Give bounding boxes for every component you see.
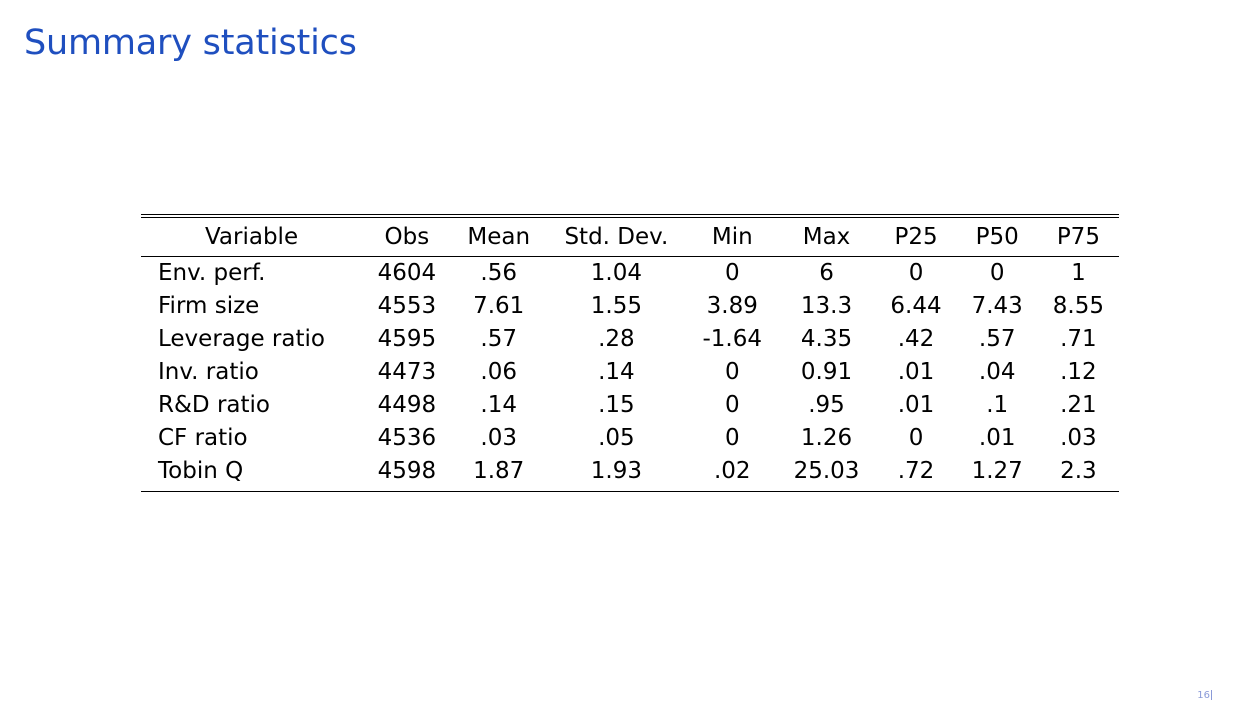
cell-mean: .06 — [480, 359, 517, 385]
cell-p25: .42 — [897, 326, 935, 352]
cell-max: 4.35 — [800, 326, 853, 352]
cell-std-dev: .15 — [598, 392, 635, 418]
cell-mean: .56 — [480, 260, 517, 286]
cell-min: .02 — [686, 455, 778, 492]
table-row: Tobin Q 4598 1.87 1.93.02 25.03.72 1.27 2.3 — [141, 455, 1119, 492]
cell-p25: 6.44 — [890, 293, 942, 319]
cell-variable: Tobin Q — [141, 455, 363, 492]
cell-obs: 4595 — [377, 326, 437, 352]
table-row: CF ratio 4536 .03 .05 0 1.26 0 .01 .03 — [141, 422, 1119, 455]
cell-p50: 0 — [989, 260, 1005, 286]
page-number-text: 16 — [1197, 690, 1210, 701]
page-number-divider — [1211, 690, 1212, 700]
cell-p75: .03 — [1060, 425, 1097, 451]
header-min: Min — [686, 216, 778, 257]
table-row: Leverage ratio 4595 .57 .28 -1.64 4.35 .42 .57.… — [141, 323, 1119, 356]
cell-min: 0 — [724, 425, 740, 451]
cell-obs: 4604 — [377, 260, 437, 286]
table-row: R&D ratio 4498 .14 .15 0 .95 .01 .1 .21 — [141, 389, 1119, 422]
table-row: Env. perf. 4604 .56 1.04 0 6 0 0 1 — [141, 257, 1119, 291]
cell-variable: Firm size — [158, 293, 260, 319]
cell-variable: Leverage ratio — [158, 326, 325, 352]
cell-max: .95 — [808, 392, 845, 418]
cell-std-dev: .05 — [598, 425, 635, 451]
cell-p50: 7.43 — [971, 293, 1023, 319]
cell-p25: 0 — [908, 425, 924, 451]
header-row: Variable Obs Mean Std. Dev. Min Max P25 … — [141, 216, 1119, 257]
cell-p25: .01 — [897, 359, 935, 385]
cell-max: 0.91 — [800, 359, 853, 385]
cell-std-dev: .28 — [598, 326, 635, 352]
summary-statistics-table: Variable Obs Mean Std. Dev. Min Max P25 … — [141, 214, 1119, 492]
cell-p25: .01 — [897, 392, 935, 418]
cell-min: 3.89 — [706, 293, 758, 319]
cell-p50: .1 — [986, 392, 1009, 418]
cell-max: 13.3 — [800, 293, 853, 319]
header-std-dev: Std. Dev. — [545, 216, 687, 257]
cell-obs: 4598 — [362, 455, 452, 492]
cell-std-dev: 1.93 — [545, 455, 687, 492]
header-p50: P50 — [956, 216, 1038, 257]
cell-obs: 4536 — [377, 425, 437, 451]
cell-min: 0 — [724, 359, 740, 385]
header-mean: Mean — [451, 216, 546, 257]
cell-p75: 8.55 — [1052, 293, 1104, 319]
slide-title: Summary statistics — [24, 23, 357, 63]
cell-p75: 2.3 — [1037, 455, 1119, 492]
cell-mean: .57 — [480, 326, 517, 352]
header-p25: P25 — [875, 216, 957, 257]
cell-min: 0 — [724, 260, 740, 286]
cell-p75: .12 — [1060, 359, 1097, 385]
cell-variable: CF ratio — [158, 425, 248, 451]
cell-obs: 4498 — [377, 392, 437, 418]
cell-std-dev: 1.04 — [590, 260, 642, 286]
cell-obs: 4473 — [377, 359, 437, 385]
cell-std-dev: 1.55 — [590, 293, 642, 319]
cell-min: -1.64 — [702, 326, 763, 352]
cell-max: 25.03 — [777, 455, 876, 492]
cell-min: 0 — [724, 392, 740, 418]
header-max: Max — [777, 216, 876, 257]
cell-p25: .72 — [875, 455, 957, 492]
cell-mean: .14 — [480, 392, 517, 418]
table-row: Inv. ratio 4473 .06 .14 0 0.91 .01 .04 .12 — [141, 356, 1119, 389]
table-body: Env. perf. 4604 .56 1.04 0 6 0 0 1 Firm size 4553 7… — [141, 257, 1119, 492]
cell-max: 6 — [819, 260, 834, 286]
cell-variable: R&D ratio — [158, 392, 270, 418]
header-variable: Variable — [141, 216, 363, 257]
cell-p50: .01 — [978, 425, 1016, 451]
cell-variable: Env. perf. — [158, 260, 266, 286]
cell-mean: 7.61 — [473, 293, 525, 319]
header-p75: P75 — [1037, 216, 1119, 257]
page-number: 16 — [1197, 690, 1212, 701]
cell-p50: .04 — [978, 359, 1016, 385]
cell-p50: .57 — [978, 326, 1016, 352]
cell-p25: 0 — [908, 260, 924, 286]
cell-p75: .21 — [1060, 392, 1097, 418]
cell-p75: .71 — [1060, 326, 1097, 352]
cell-p75: 1 — [1071, 260, 1086, 286]
cell-p50: 1.27 — [956, 455, 1038, 492]
cell-max: 1.26 — [800, 425, 853, 451]
cell-std-dev: .14 — [598, 359, 635, 385]
cell-mean: .03 — [480, 425, 517, 451]
cell-obs: 4553 — [377, 293, 437, 319]
table-header: Variable Obs Mean Std. Dev. Min Max P25 … — [141, 216, 1119, 257]
cell-mean: 1.87 — [451, 455, 546, 492]
table-row: Firm size 4553 7.61 1.55 3.89 13.3 6.44 7.43 8.5… — [141, 290, 1119, 323]
header-obs: Obs — [362, 216, 452, 257]
cell-variable: Inv. ratio — [158, 359, 259, 385]
